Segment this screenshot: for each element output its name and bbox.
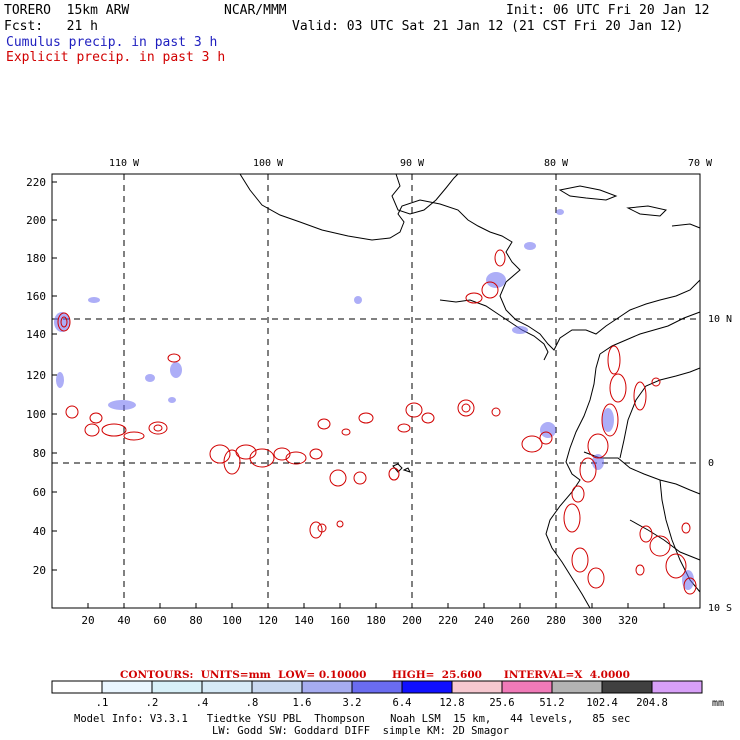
colorbar-label: .8 <box>246 697 259 709</box>
x-tick-label: 60 <box>153 614 166 627</box>
organization-label: NCAR/MMM <box>224 3 287 18</box>
y-tick-label: 20 <box>33 564 46 577</box>
colorbar-label: 51.2 <box>539 697 564 709</box>
colorbar-swatch <box>501 680 553 694</box>
colorbar-swatch <box>351 680 403 694</box>
init-time: Init: 06 UTC Fri 20 Jan 12 <box>506 3 710 18</box>
colorbar-label: 3.2 <box>343 697 362 709</box>
lat-label: 0 <box>708 458 714 469</box>
x-tick-label: 320 <box>618 614 638 627</box>
x-tick-label: 200 <box>402 614 422 627</box>
x-tick-label: 80 <box>189 614 202 627</box>
lon-label: 80 W <box>544 158 569 169</box>
colorbar-label: 12.8 <box>439 697 464 709</box>
model-info-line1: Model Info: V3.3.1 Tiedtke YSU PBL Thomp… <box>74 713 630 725</box>
coastlines <box>239 173 701 609</box>
y-tick-label: 120 <box>26 369 46 382</box>
colorbar-label: 102.4 <box>586 697 618 709</box>
cumulus-legend: Cumulus precip. in past 3 h <box>6 35 218 50</box>
y-tick-label: 220 <box>26 176 46 189</box>
colorbar-labels: .1 .2 .4 .8 1.6 3.2 6.4 12.8 25.6 51.2 102.4 204.8 <box>96 697 668 709</box>
y-tick-label: 140 <box>26 328 46 341</box>
explicit-legend: Explicit precip. in past 3 h <box>6 50 226 65</box>
graticule <box>52 174 700 608</box>
y-tick-label: 60 <box>33 486 46 499</box>
lat-label: 10 S <box>708 603 732 614</box>
x-tick-label: 20 <box>81 614 94 627</box>
colorbar-swatch <box>401 680 453 694</box>
colorbar-label: 6.4 <box>393 697 412 709</box>
colorbar-label: .1 <box>96 697 109 709</box>
x-tick-label: 300 <box>582 614 602 627</box>
x-tick-label: 100 <box>222 614 242 627</box>
forecast-hour: Fcst: 21 h <box>4 19 98 34</box>
model-info-line2: LW: Godd SW: Goddard DIFF simple KM: 2D … <box>212 725 509 737</box>
colorbar-label: 204.8 <box>636 697 668 709</box>
colorbar-swatch <box>151 680 203 694</box>
contour-info: CONTOURS: UNITS=mm LOW= 0.10000 HIGH= 25… <box>120 669 630 681</box>
x-tick-label: 140 <box>294 614 314 627</box>
cumulus-precip <box>54 209 694 590</box>
colorbar-swatch <box>251 680 303 694</box>
colorbar-label: 25.6 <box>489 697 514 709</box>
colorbar-label: .4 <box>196 697 209 709</box>
lon-label: 110 W <box>109 158 140 169</box>
explicit-precip-contours <box>57 249 697 595</box>
y-tick-label: 200 <box>26 214 46 227</box>
colorbar-swatch <box>201 680 253 694</box>
y-tick-label: 100 <box>26 408 46 421</box>
colorbar-unit: mm <box>712 698 724 709</box>
axis-ticks <box>52 181 665 608</box>
colorbar-swatch <box>651 680 703 694</box>
x-tick-label: 280 <box>546 614 566 627</box>
model-title: TORERO 15km ARW <box>4 3 130 18</box>
x-tick-label: 40 <box>117 614 130 627</box>
y-tick-label: 40 <box>33 525 46 538</box>
colorbar <box>51 680 703 694</box>
lon-label: 70 W <box>688 158 713 169</box>
x-tick-label: 220 <box>438 614 458 627</box>
colorbar-swatch <box>51 680 103 694</box>
x-tick-label: 260 <box>510 614 530 627</box>
valid-time: Valid: 03 UTC Sat 21 Jan 12 (21 CST Fri … <box>292 19 684 34</box>
colorbar-swatch <box>101 680 153 694</box>
colorbar-label: 1.6 <box>293 697 312 709</box>
colorbar-swatch <box>551 680 603 694</box>
colorbar-swatch <box>301 680 353 694</box>
lat-label: 10 N <box>708 314 732 325</box>
colorbar-swatch <box>451 680 503 694</box>
lon-label: 100 W <box>253 158 284 169</box>
colorbar-label: .2 <box>146 697 159 709</box>
x-tick-label: 160 <box>330 614 350 627</box>
y-tick-label: 180 <box>26 252 46 265</box>
x-tick-label: 120 <box>258 614 278 627</box>
x-tick-label: 240 <box>474 614 494 627</box>
y-tick-label: 80 <box>33 447 46 460</box>
x-tick-label: 180 <box>366 614 386 627</box>
colorbar-swatch <box>601 680 653 694</box>
y-tick-label: 160 <box>26 290 46 303</box>
lon-label: 90 W <box>400 158 425 169</box>
